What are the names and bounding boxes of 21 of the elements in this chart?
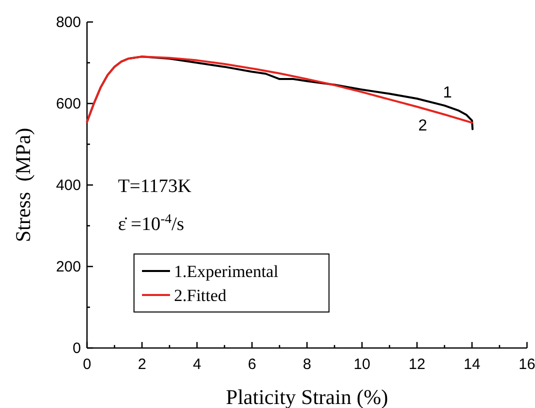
y-tick-label: 800 [56,14,81,31]
annotation: ε̇ =10$^{-4}$/s [118,210,184,235]
x-tick-label: 16 [518,356,535,373]
y-tick-label: 200 [56,258,81,276]
annotation: 2 [418,117,428,134]
x-tick-label: 6 [248,356,256,373]
legend-label: 1.Experimental [174,262,279,281]
x-tick-label: 8 [302,356,312,373]
x-tick-label: 10 [354,356,370,373]
annotation: 1 [443,84,452,102]
legend-label: 2.Fitted [174,286,227,305]
x-tick-label: 2 [138,356,146,373]
y-tick-label: 400 [56,176,81,194]
annotation: T=1173K [118,176,192,197]
y-axis-title: Stress (MPa) [11,128,35,242]
y-tick-label: 600 [56,95,81,112]
x-tick-label: 0 [82,356,92,373]
x-tick-label: 14 [464,356,480,373]
x-tick-label: 12 [408,356,426,373]
y-tick-label: 0 [72,340,81,357]
x-tick-label: 4 [192,356,202,373]
